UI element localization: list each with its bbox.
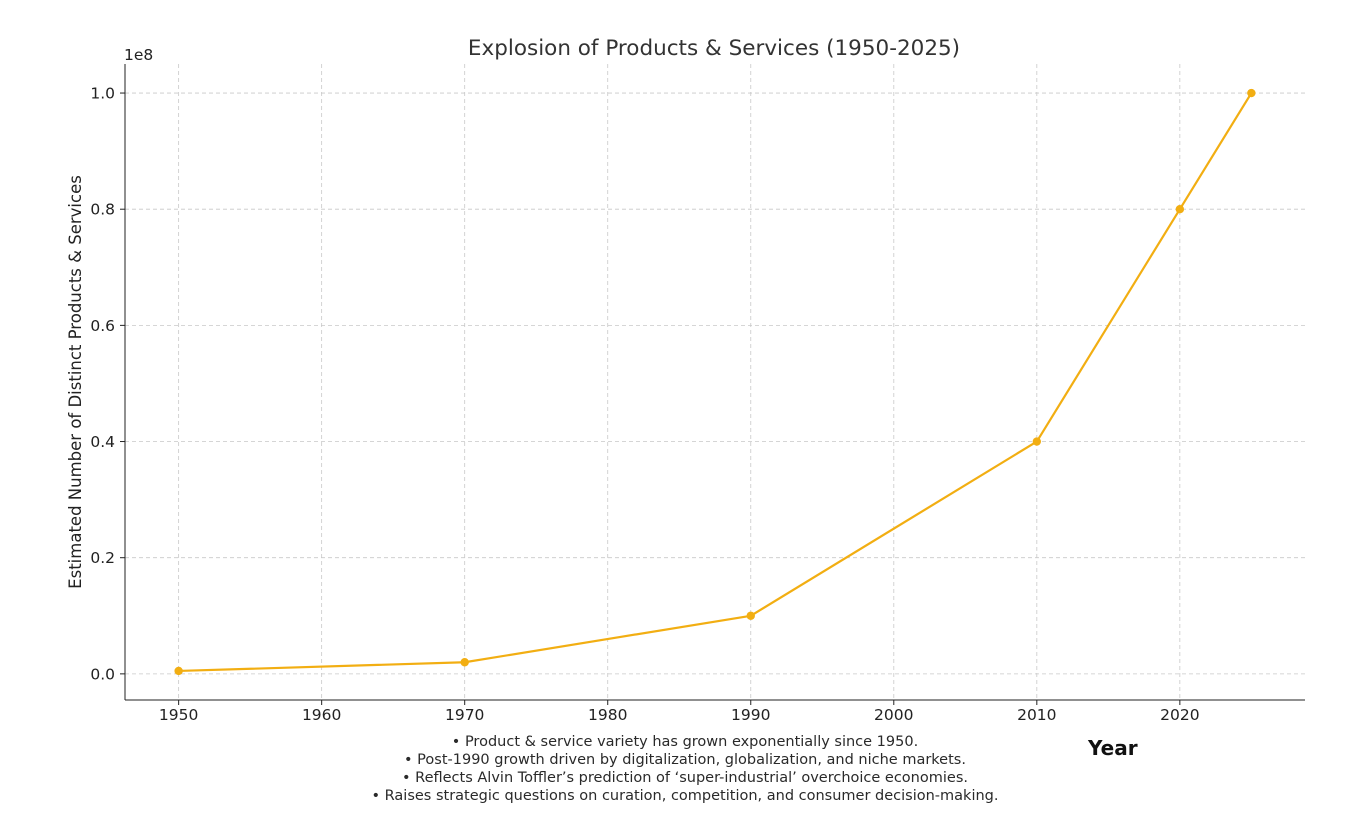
y-tick-label: 0.0 — [90, 665, 115, 683]
y-tick-label: 1.0 — [90, 85, 115, 103]
data-point — [460, 658, 469, 667]
x-tick-label: 1960 — [302, 706, 341, 724]
notes-block: • Product & service variety has grown ex… — [200, 733, 1170, 805]
y-tick-label: 0.8 — [90, 201, 115, 219]
x-tick-label: 2010 — [1017, 706, 1056, 724]
x-tick-label: 1990 — [731, 706, 770, 724]
x-tick-label: 1980 — [588, 706, 627, 724]
note-line: • Reflects Alvin Toffler’s prediction of… — [402, 770, 968, 786]
data-point — [1032, 437, 1042, 446]
chart-title: Explosion of Products & Services (1950-2… — [468, 36, 960, 61]
y-offset-label: 1e8 — [124, 46, 153, 64]
x-tick-label: 1970 — [445, 706, 484, 724]
gridlines — [125, 64, 1305, 700]
x-tick-label: 2020 — [1160, 706, 1199, 724]
data-point — [174, 666, 183, 676]
x-axis-year-label: Year — [1088, 736, 1138, 760]
y-tick-label: 0.2 — [90, 549, 115, 567]
note-line: • Raises strategic questions on curation… — [371, 788, 999, 804]
axes — [124, 64, 1305, 701]
y-axis-ticks: 0.0 0.2 0.4 0.6 0.8 1.0 — [90, 85, 125, 683]
data-series — [174, 88, 1256, 676]
data-point — [1247, 88, 1256, 98]
series-line — [178, 92, 1253, 673]
x-tick-label: 2000 — [874, 706, 913, 724]
y-axis-label: Estimated Number of Distinct Products & … — [66, 175, 85, 589]
data-point — [746, 611, 755, 620]
data-point — [1175, 205, 1185, 214]
x-axis-ticks: 1950 1960 1970 1980 1990 2000 2010 2020 — [159, 700, 1200, 724]
note-line: • Product & service variety has grown ex… — [451, 734, 919, 750]
note-line: • Post-1990 growth driven by digitalizat… — [404, 752, 966, 768]
y-tick-label: 0.4 — [90, 433, 115, 451]
x-tick-label: 1950 — [159, 706, 198, 724]
y-tick-label: 0.6 — [90, 317, 115, 335]
